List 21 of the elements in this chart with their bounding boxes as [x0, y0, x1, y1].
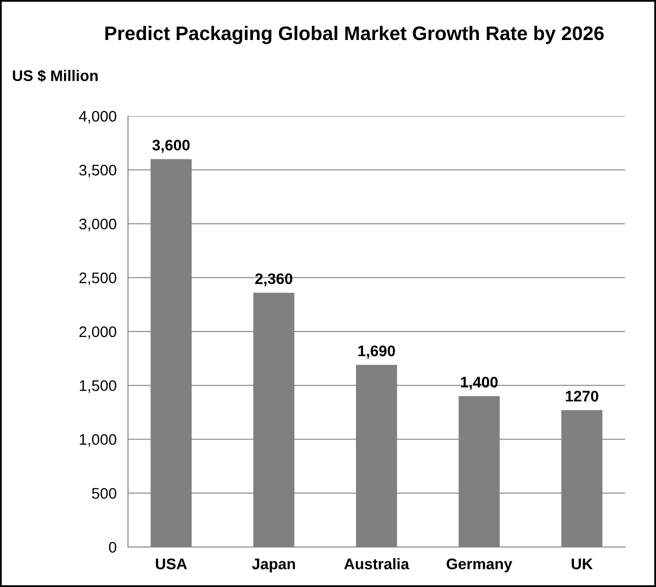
- y-tick-label: 3,000: [79, 218, 116, 232]
- chart-title: Predict Packaging Global Market Growth Rate by 2026: [105, 26, 604, 44]
- y-tick-label: 2,000: [79, 326, 116, 339]
- data-label: 1,690: [358, 346, 395, 359]
- y-tick-label: 2,500: [79, 272, 116, 286]
- y-tick-label: 500: [92, 488, 116, 499]
- y-tick-label: 0: [108, 542, 116, 553]
- x-tick-label: UK: [572, 558, 593, 570]
- x-tick-label: Germany: [446, 558, 512, 572]
- x-tick-label: USA: [156, 558, 187, 570]
- y-axis-title: US $ Million: [12, 70, 98, 82]
- data-label: 3,600: [152, 140, 190, 153]
- y-tick-label: 1,500: [80, 380, 116, 393]
- y-tick-label: 3,500: [79, 164, 116, 178]
- data-label: 1270: [566, 390, 598, 402]
- x-tick-label: Japan: [252, 558, 295, 572]
- x-tick-label: Australia: [344, 558, 410, 570]
- y-tick-label: 4,000: [79, 110, 116, 124]
- data-label: 2,360: [255, 273, 292, 286]
- data-label: 1,400: [461, 376, 498, 390]
- y-tick-label: 1,000: [80, 434, 116, 447]
